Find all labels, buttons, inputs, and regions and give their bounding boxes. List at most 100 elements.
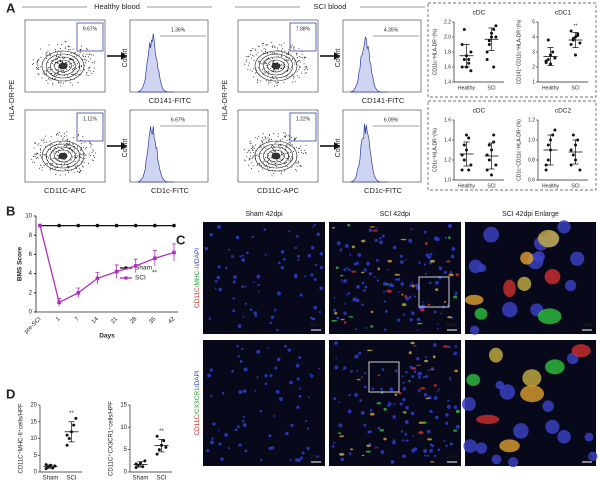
event-dot bbox=[38, 74, 40, 76]
data-point bbox=[172, 223, 176, 228]
event-dot bbox=[91, 144, 93, 146]
gate-percent: 1.11% bbox=[83, 116, 97, 122]
event-dot bbox=[296, 147, 298, 149]
event-dot bbox=[90, 146, 92, 148]
nucleus bbox=[204, 246, 209, 251]
event-dot bbox=[248, 62, 250, 64]
event-dot bbox=[245, 55, 247, 57]
event-dot bbox=[45, 54, 47, 56]
row-label-part: CD11C bbox=[194, 415, 201, 436]
cell-signal bbox=[454, 369, 459, 373]
contour bbox=[254, 140, 298, 172]
contour bbox=[58, 62, 68, 70]
cell-signal bbox=[432, 355, 436, 359]
nucleus bbox=[435, 280, 439, 285]
event-dot bbox=[37, 68, 39, 70]
cell-signal bbox=[476, 414, 500, 424]
event-dot bbox=[266, 53, 268, 55]
event-dot bbox=[58, 151, 60, 153]
nucleus bbox=[357, 253, 362, 257]
contour bbox=[50, 56, 76, 76]
chart-title: cDC bbox=[473, 10, 486, 17]
data-point bbox=[553, 128, 557, 132]
data-point bbox=[134, 462, 138, 466]
event-dot bbox=[281, 151, 283, 153]
cell-signal bbox=[419, 387, 426, 390]
nucleus bbox=[455, 424, 460, 429]
y-tick-label: 2 bbox=[29, 290, 33, 296]
data-point bbox=[462, 143, 466, 147]
data-point bbox=[95, 276, 100, 281]
nucleus bbox=[257, 283, 260, 287]
event-dot bbox=[249, 158, 251, 160]
event-dot bbox=[71, 156, 73, 158]
y-axis-label: BMS Score bbox=[17, 246, 24, 281]
gate bbox=[289, 112, 317, 142]
contour bbox=[271, 152, 281, 160]
event-dot bbox=[89, 154, 91, 156]
event-dot bbox=[280, 173, 282, 175]
data-point bbox=[487, 143, 491, 147]
cell-signal bbox=[453, 429, 458, 432]
data-point bbox=[487, 158, 491, 162]
nucleus bbox=[259, 409, 263, 413]
nucleus bbox=[309, 373, 312, 376]
cell-signal bbox=[537, 308, 562, 325]
event-dot bbox=[285, 134, 287, 136]
event-dot bbox=[253, 146, 255, 148]
event-dot bbox=[258, 61, 260, 63]
event-dot bbox=[78, 54, 80, 56]
event-dot bbox=[84, 157, 86, 159]
event-dot bbox=[265, 137, 267, 139]
nucleus bbox=[410, 228, 413, 231]
data-point bbox=[143, 459, 147, 463]
event-dot bbox=[71, 84, 73, 86]
panel-label: B bbox=[6, 203, 15, 218]
cell-signal bbox=[356, 378, 361, 381]
event-dot bbox=[255, 72, 257, 74]
event-dot bbox=[257, 80, 259, 82]
event-dot bbox=[36, 66, 38, 68]
nucleus bbox=[209, 232, 214, 237]
flow-plot bbox=[24, 109, 106, 183]
nucleus bbox=[545, 419, 560, 434]
event-dot bbox=[296, 165, 298, 167]
nucleus bbox=[422, 375, 426, 379]
event-dot bbox=[286, 153, 288, 155]
error-bar bbox=[547, 134, 554, 166]
event-dot bbox=[82, 154, 84, 156]
nucleus bbox=[316, 455, 319, 458]
nucleus bbox=[378, 237, 382, 240]
event-dot bbox=[249, 155, 251, 157]
data-point bbox=[44, 463, 48, 467]
nucleus bbox=[345, 267, 349, 270]
event-dot bbox=[283, 170, 285, 172]
event-dot bbox=[262, 136, 264, 138]
data-point bbox=[65, 443, 69, 447]
nucleus bbox=[379, 240, 383, 245]
event-dot bbox=[52, 157, 54, 159]
y-tick-label: 3 bbox=[532, 49, 535, 55]
cell-signal bbox=[370, 310, 374, 314]
scale-label: 4μm bbox=[583, 454, 592, 459]
histogram bbox=[137, 126, 175, 183]
nucleus bbox=[273, 414, 276, 417]
data-point bbox=[492, 28, 496, 31]
cell-signal bbox=[443, 301, 447, 303]
event-dot bbox=[252, 148, 254, 150]
histogram-percent: 4.35% bbox=[384, 27, 399, 33]
nucleus bbox=[429, 252, 433, 256]
nucleus bbox=[446, 304, 449, 307]
event-dot bbox=[88, 60, 90, 62]
nucleus bbox=[308, 396, 310, 399]
event-dot bbox=[56, 52, 58, 54]
y-tick-label: 10 bbox=[30, 436, 37, 442]
data-point bbox=[153, 223, 157, 228]
data-point bbox=[462, 158, 466, 162]
nucleus bbox=[429, 409, 433, 413]
histogram bbox=[350, 36, 388, 93]
nucleus bbox=[405, 405, 409, 410]
nucleus bbox=[210, 394, 213, 397]
nucleus bbox=[221, 391, 225, 395]
event-dot bbox=[81, 158, 83, 160]
